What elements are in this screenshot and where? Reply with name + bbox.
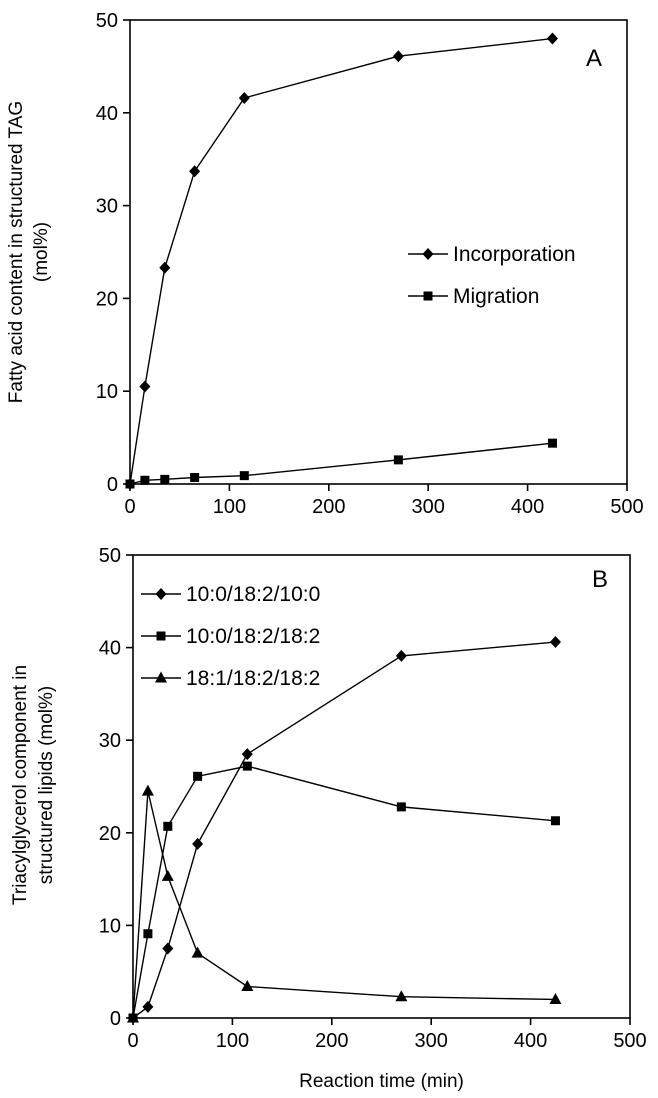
data-point [239,471,249,481]
data-point [549,992,562,1004]
data-point [142,1000,154,1013]
x-tick-label: 300 [415,1030,448,1052]
series-line [132,790,556,1019]
chart-panel-b: 0 100 200 300 400 500 0 10 20 30 40 50 Triacylglycer… [10,545,647,1092]
y-tick-label: 50 [96,10,118,32]
data-point [241,748,253,761]
chart-panel-a: 0 100 200 300 400 500 0 10 20 30 40 50 Fatty acid co… [6,10,644,518]
data-point [395,649,407,662]
data-point [190,473,200,483]
series-line [132,641,556,1019]
legend-marker [423,291,433,301]
legend-marker [422,248,434,260]
data-point [238,91,250,104]
legend-label: 10:0/18:2/18:2 [186,625,320,648]
x-tick-label: 500 [610,496,643,518]
data-point [549,636,561,649]
data-point [395,990,408,1002]
legend-label: Incorporation [453,243,576,266]
x-tick-label: 400 [511,496,544,518]
data-point [125,479,135,489]
data-point [393,455,403,465]
x-tick-label: 200 [312,496,345,518]
y-tick-label: 40 [96,103,118,125]
y-axis-label: Fatty acid content in structured TAG [6,101,27,403]
y-tick-label: 30 [99,730,121,752]
y-tick-label: 50 [99,545,121,567]
legend-marker [155,671,167,683]
data-point [550,816,560,826]
data-point [163,821,173,831]
y-axis-label: Triacylglycerol component in [10,665,31,905]
x-tick-label: 400 [514,1030,547,1052]
x-tick-label: 100 [213,496,246,518]
data-point [392,50,404,63]
legend-label: 10:0/18:2/10:0 [186,583,320,606]
data-point [193,771,203,781]
y-tick-label: 0 [107,474,118,496]
legend-marker [155,588,167,600]
y-tick-label: 10 [99,915,121,937]
data-point [140,475,150,485]
x-axis-label: Reaction time (min) [299,1071,464,1092]
legend-label: Migration [453,285,539,308]
data-point [396,802,406,812]
data-point [160,474,170,484]
data-point [143,929,153,939]
data-point [141,784,154,796]
legend-marker [156,631,166,641]
y-tick-label: 30 [96,196,118,218]
plot-frame [129,19,628,485]
x-tick-label: 500 [613,1030,646,1052]
y-tick-label: 40 [99,638,121,660]
panel-label: A [586,45,602,72]
data-point [161,869,174,881]
panel-label: B [592,566,608,593]
plot-frame [132,554,631,1019]
data-point [162,942,174,955]
data-point [192,837,204,850]
x-tick-label: 300 [412,496,445,518]
data-point [242,761,252,771]
data-point [127,1011,139,1023]
legend-label: 18:1/18:2/18:2 [186,667,320,690]
data-point [189,165,201,178]
x-tick-label: 200 [315,1030,348,1052]
data-point [159,261,171,274]
y-tick-label: 20 [99,823,121,845]
data-point [241,980,254,992]
y-tick-label: 20 [96,288,118,310]
x-tick-label: 100 [216,1030,249,1052]
series-line [132,765,556,1019]
data-point [547,438,557,448]
data-point [139,380,151,393]
y-axis-label: structured lipids (mol%) [36,686,57,885]
data-point [191,946,204,958]
data-point [546,32,558,45]
y-tick-label: 10 [96,381,118,403]
y-tick-label: 0 [110,1008,121,1030]
x-tick-label: 0 [124,496,135,518]
y-axis-label: (mol%) [31,222,52,282]
x-tick-label: 0 [127,1030,138,1052]
